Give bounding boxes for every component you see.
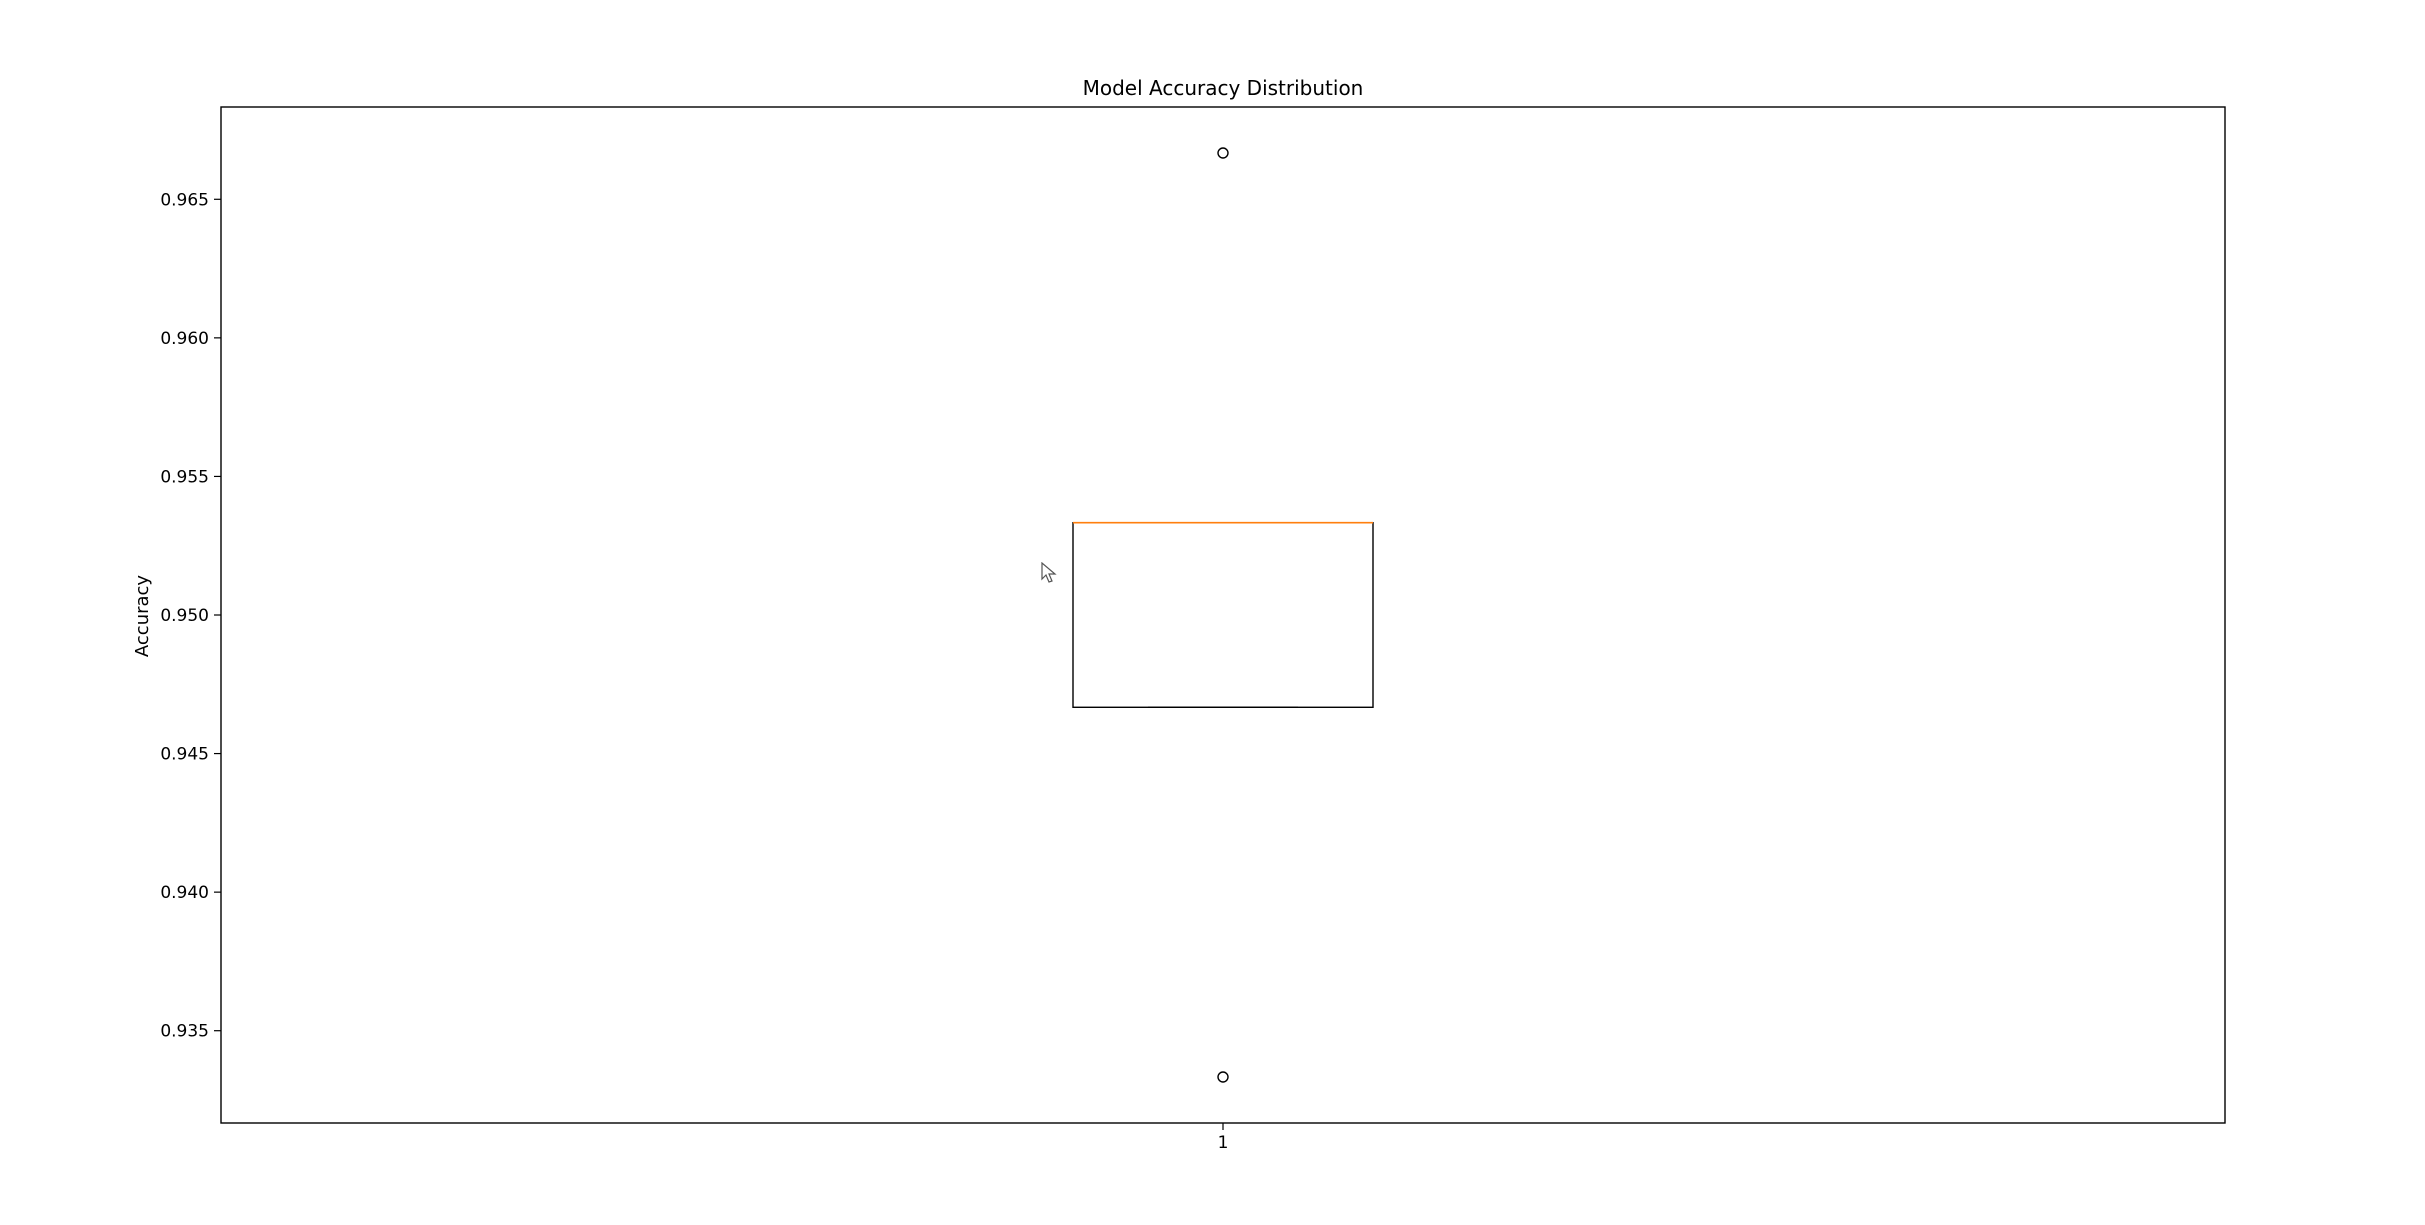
y-axis-ticks: 0.935 0.940 0.945 0.950 0.955 0.960 0.965 — [160, 190, 221, 1042]
y-tick-label: 0.960 — [160, 329, 209, 349]
x-axis-ticks: 1 — [1218, 1123, 1229, 1153]
y-tick-label: 0.950 — [160, 606, 209, 626]
y-tick-label: 0.965 — [160, 190, 209, 210]
box-group — [1072, 147, 1374, 1083]
y-tick-label: 0.955 — [160, 467, 209, 487]
mouse-cursor-icon — [1040, 561, 1058, 584]
plot-area-frame — [220, 106, 2226, 1124]
x-tick-label: 1 — [1218, 1133, 1229, 1153]
y-tick-label: 0.945 — [160, 745, 209, 765]
y-tick-label: 0.940 — [160, 883, 209, 903]
y-axis-label: Accuracy — [132, 575, 153, 658]
outlier-point — [1217, 147, 1229, 159]
box-body — [1072, 522, 1374, 708]
outlier-point — [1217, 1071, 1229, 1083]
y-tick-label: 0.935 — [160, 1022, 209, 1042]
chart-title: Model Accuracy Distribution — [1083, 76, 1364, 100]
